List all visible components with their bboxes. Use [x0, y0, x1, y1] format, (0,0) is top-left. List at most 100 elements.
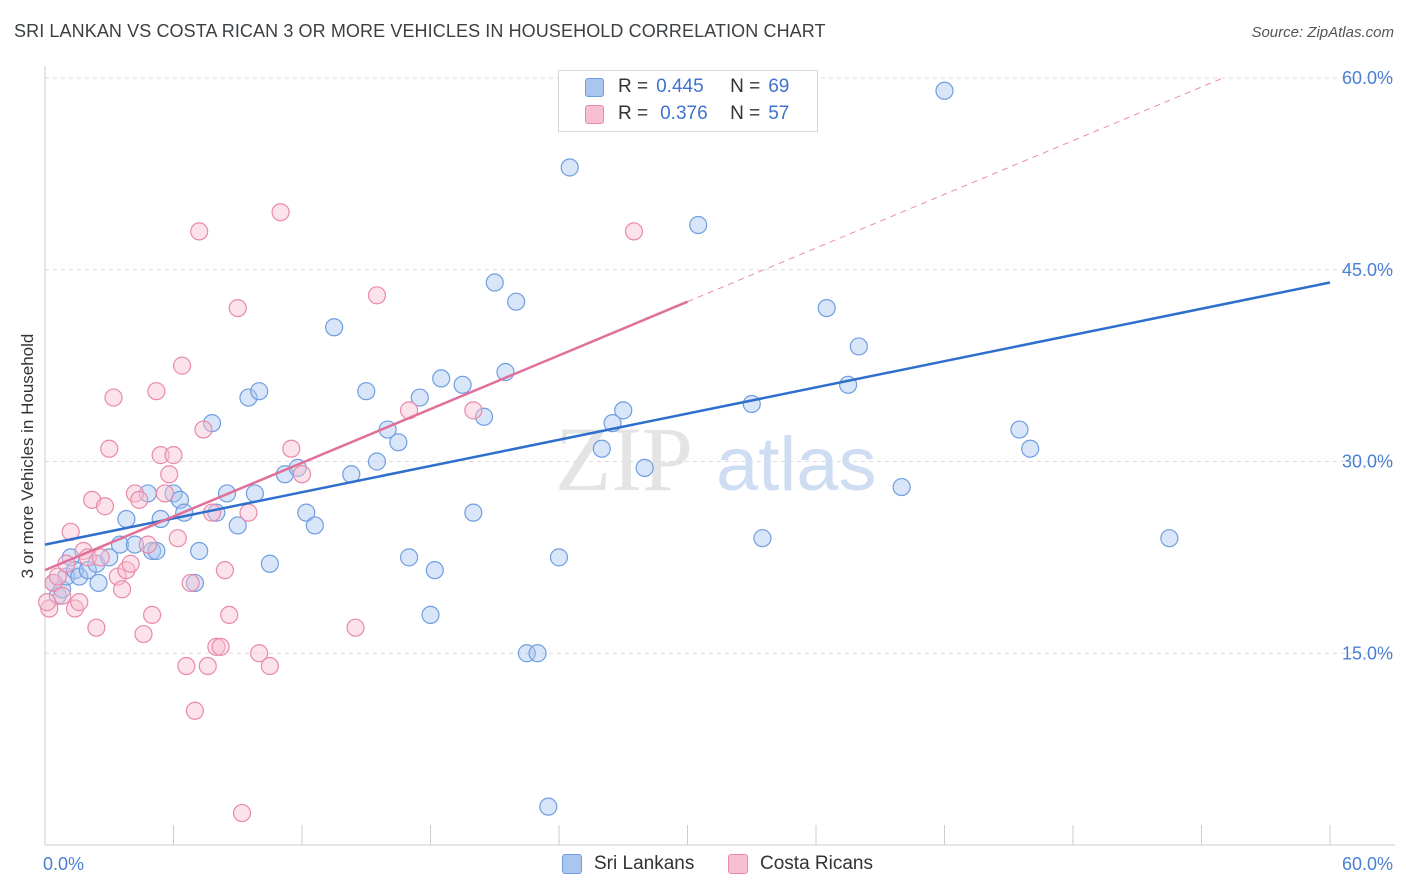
- bottom-legend-label-sri-lankans: Sri Lankans: [594, 853, 695, 874]
- costa-rican-point: [48, 567, 67, 586]
- costa-rican-point: [181, 573, 200, 593]
- y-tick-label: 30.0%: [1342, 452, 1393, 472]
- sri-lankan-point: [432, 369, 451, 388]
- legend-n-value: 57: [768, 103, 790, 124]
- costa-rican-point: [464, 401, 483, 420]
- x-tick-label: 60.0%: [1342, 854, 1393, 874]
- sri-lankan-point: [185, 573, 205, 593]
- legend-r-value: 0.445: [656, 76, 704, 97]
- sri-lankan-point: [228, 516, 247, 535]
- legend-r-label: R =: [618, 76, 649, 97]
- costa-rican-point: [155, 484, 175, 503]
- sri-lankan-point: [753, 529, 772, 548]
- costa-rican-point: [100, 439, 119, 458]
- y-tick-label: 45.0%: [1342, 260, 1393, 280]
- source-label: Source: ZipAtlas.com: [1251, 24, 1394, 41]
- x-tick-label: 0.0%: [43, 854, 84, 874]
- sri-lankan-point: [560, 158, 579, 177]
- costa-rican-point: [112, 580, 132, 599]
- sri-lankan-point: [260, 554, 279, 573]
- sri-lankan-point: [305, 516, 324, 535]
- bottom-legend-costa-ricans: Costa Ricans: [728, 852, 873, 876]
- sri-lankan-point: [89, 573, 108, 593]
- costa-rican-point: [346, 618, 365, 637]
- costa-rican-point: [239, 503, 258, 522]
- costa-rican-point: [70, 593, 89, 612]
- costa-rican-point: [194, 420, 213, 439]
- chart-title: SRI LANKAN VS COSTA RICAN 3 OR MORE VEHI…: [14, 21, 826, 41]
- costa-rican-point: [151, 446, 170, 465]
- sri-lankan-point: [817, 299, 836, 318]
- tick-labels: 15.0% 30.0% 45.0% 60.0% 0.0% 60.0%: [43, 68, 1393, 874]
- costa-rican-point: [185, 701, 205, 720]
- sri-lankan-point: [125, 535, 145, 554]
- sri-lankan-point: [389, 433, 408, 452]
- costa-rican-point: [232, 803, 252, 823]
- costa-rican-point: [91, 548, 110, 567]
- costa-rican-point: [142, 605, 162, 625]
- bottom-legend-swatch-sri-lankans: [562, 854, 582, 874]
- watermark-zip: ZIP: [555, 408, 693, 510]
- sri-lankan-point: [1010, 420, 1029, 439]
- legend-r-value: 0.376: [660, 103, 708, 124]
- sri-lankan-point: [464, 503, 483, 522]
- costa-rican-point: [147, 382, 166, 401]
- costa-rican-point: [292, 465, 312, 484]
- trend-lines: [44, 77, 1331, 572]
- bottom-legend-sri-lankans: Sri Lankans: [562, 852, 694, 876]
- sri-lankan-point: [325, 318, 344, 337]
- legend-r-label: R =: [618, 103, 649, 124]
- legend-n-value: 69: [768, 76, 790, 97]
- sri-lankan-point: [528, 644, 547, 663]
- costa-rican-point: [260, 656, 279, 676]
- sri-lankan-point: [453, 375, 472, 394]
- sri-lankan-point: [474, 407, 494, 426]
- costa-rican-point: [95, 497, 115, 516]
- sri-lankan-point: [935, 81, 954, 100]
- sri-lankan-point: [425, 561, 444, 580]
- costa-rican-point: [271, 203, 290, 222]
- costa-rican-point: [215, 561, 234, 580]
- y-tick-label: 60.0%: [1342, 68, 1393, 88]
- costa-rican-point: [160, 465, 179, 484]
- sri-lankan-point: [117, 509, 136, 529]
- sri-lankans-trend-line: [44, 281, 1331, 546]
- costa-rican-point: [168, 529, 187, 548]
- sri-lankan-point: [892, 477, 911, 497]
- sri-lankan-point: [849, 337, 868, 356]
- costa-rican-point: [104, 388, 123, 407]
- legend-swatch-costa-ricans: [585, 104, 604, 124]
- costa-rican-point: [38, 593, 57, 612]
- costa-rican-point: [282, 439, 301, 458]
- legend-row-costa-ricans: R = 0.376 N = 57: [585, 102, 789, 126]
- costa-rican-point: [177, 656, 196, 676]
- costa-rican-point: [211, 637, 230, 656]
- sri-lankan-point: [592, 439, 611, 458]
- sri-lankan-point: [421, 605, 440, 625]
- legend-n-label: N =: [730, 103, 761, 124]
- legend-swatch-sri-lankans: [585, 77, 604, 97]
- watermark-atlas: atlas: [716, 422, 877, 507]
- bottom-legend-swatch-costa-ricans: [728, 854, 748, 874]
- watermark: ZIP atlas: [555, 408, 877, 510]
- sri-lankan-point: [1160, 529, 1179, 548]
- costa-rican-point: [130, 490, 149, 509]
- sri-lankan-point: [549, 548, 569, 567]
- costa-ricans-trend-line: [44, 300, 688, 572]
- sri-lankan-point: [357, 382, 376, 401]
- sri-lankan-point: [297, 503, 316, 522]
- sri-lankan-point: [190, 541, 209, 561]
- gridlines: [45, 77, 1395, 654]
- costa-rican-point: [164, 446, 183, 465]
- costa-rican-point: [172, 356, 192, 375]
- sri-lankan-point: [1021, 439, 1040, 458]
- costa-rican-point: [121, 554, 140, 573]
- bottom-legend-label-costa-ricans: Costa Ricans: [760, 853, 873, 874]
- costa-ricans-trend-extension: [687, 77, 1224, 303]
- axes: [44, 66, 1395, 846]
- sri-lankan-point: [539, 797, 558, 816]
- sri-lankan-point: [635, 458, 654, 477]
- costa-rican-point: [624, 222, 644, 241]
- costa-rican-point: [250, 644, 269, 663]
